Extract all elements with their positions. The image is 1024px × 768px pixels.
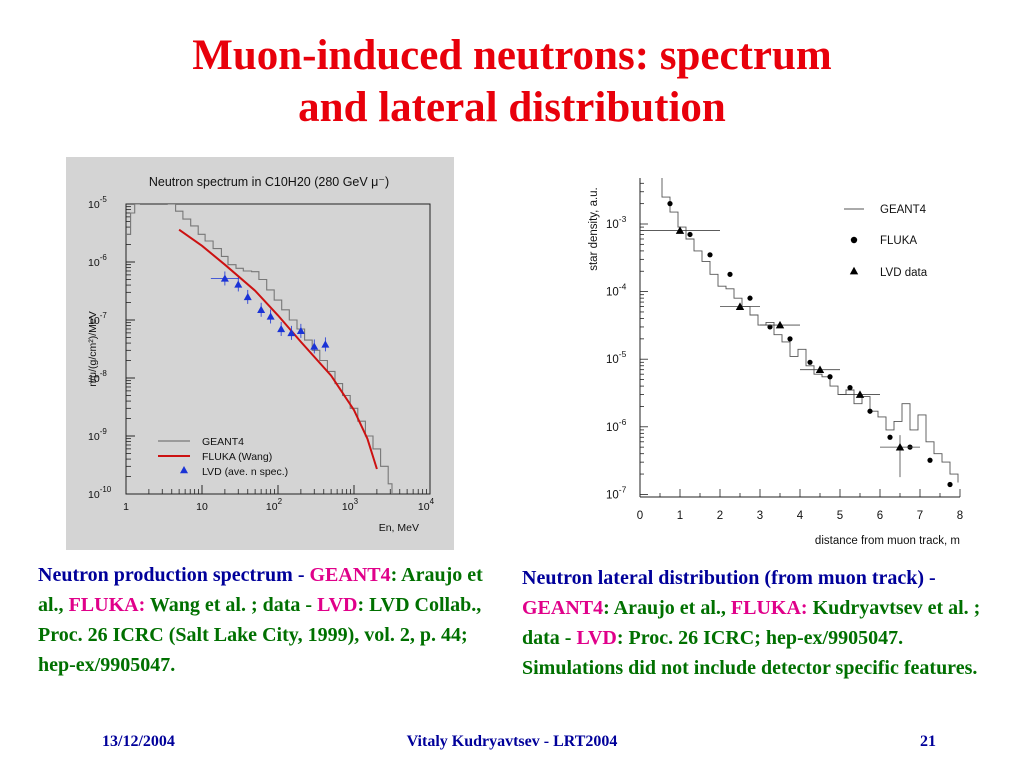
lvd-data-point (775, 320, 785, 329)
lvd-data-point (296, 326, 305, 335)
legend-label: FLUKA (880, 235, 917, 247)
fluka-data-point (707, 252, 713, 258)
chart-legend: GEANT4 FLUKA (Wang) LVD (ave. n spec.) (158, 436, 288, 478)
x-tick-label: 10 (196, 501, 208, 513)
fluka-data-point (927, 457, 933, 463)
y-tick-label: 10-7 (606, 484, 627, 501)
fluka-data-point (747, 295, 753, 301)
geant4-label: GEANT4 (522, 597, 604, 619)
neutron-spectrum-chart: Neutron spectrum in C10H20 (280 GeV μ⁻) … (66, 157, 454, 550)
legend-swatch-lvd (180, 466, 188, 474)
x-tick-label: 8 (957, 510, 963, 522)
lvd-data-point (310, 342, 319, 350)
fluka-data-point (827, 374, 833, 380)
fluka-data-point (727, 271, 733, 277)
x-tick-label: 5 (837, 510, 843, 522)
geant4-reference: : Araujo et al., (38, 564, 483, 616)
lvd-data-point (243, 292, 252, 301)
left-caption: Neutron production spectrum - GEANT4: Ar… (38, 560, 496, 680)
y-tick-label: 10-3 (606, 214, 627, 231)
lateral-distribution-chart: 0 1 2 3 4 5 6 7 8 10-3 10-4 10-5 10-6 10-7 star densi… (588, 178, 963, 547)
geant4-histogram (661, 178, 959, 483)
footer-author: Vitaly Kudryavtsev - LRT2004 (406, 733, 618, 750)
caption-intro: Neutron production spectrum - (38, 564, 305, 586)
lvd-reference: : Proc. 26 ICRC; hep-ex/9905047. Simulat… (522, 627, 978, 679)
lvd-data-point (234, 280, 243, 288)
lvd-data-point (895, 442, 905, 451)
legend-label: GEANT4 (880, 204, 927, 216)
fluka-data-point (667, 201, 673, 207)
lvd-data-point (287, 328, 296, 337)
x-tick-label: 6 (877, 510, 883, 522)
slide-title-line-1: Muon-induced neutrons: spectrum (192, 32, 832, 79)
chart-title: Neutron spectrum in C10H20 (280 GeV μ⁻) (149, 175, 389, 189)
x-tick-label: 7 (917, 510, 923, 522)
lvd-data-point (321, 340, 330, 348)
lvd-data-point (220, 274, 229, 282)
geant4-reference: : Araujo et al., (603, 597, 731, 619)
series-group (640, 178, 959, 488)
geant4-label: GEANT4 (309, 564, 391, 586)
fluka-reference: Kudryavtsev et al. ; data - (522, 597, 981, 649)
legend-label: LVD (ave. n spec.) (202, 466, 288, 478)
y-tick-label: 10-4 (606, 282, 627, 299)
lvd-data-point (855, 390, 865, 398)
chart-legend: GEANT4 FLUKA LVD data (844, 204, 928, 279)
lvd-data-point (266, 312, 275, 320)
y-tick-label: 10-5 (606, 349, 627, 366)
fluka-data-point (887, 434, 893, 440)
slide-title: Muon-induced neutrons: spectrum and late… (0, 30, 1024, 134)
lvd-data-point (735, 302, 745, 310)
right-caption: Neutron lateral distribution (from muon … (522, 563, 984, 683)
fluka-data-point (807, 359, 813, 365)
legend-label: GEANT4 (202, 436, 244, 448)
lvd-data-point (277, 324, 286, 333)
series-group (126, 204, 393, 494)
legend-label: LVD data (880, 267, 928, 279)
fluka-label: FLUKA: (730, 597, 808, 619)
footer-date: 13/12/2004 (102, 733, 175, 750)
caption-intro: Neutron lateral distribution (from muon … (522, 567, 936, 589)
fluka-data-point (767, 324, 773, 330)
geant4-histogram (126, 204, 393, 494)
x-tick-label: 1 (677, 510, 683, 522)
x-tick-label: 0 (637, 510, 643, 522)
fluka-data-point (687, 231, 693, 238)
lvd-data-point (815, 365, 825, 374)
lvd-label: LVD (317, 594, 358, 616)
y-tick-label: 10-6 (606, 417, 627, 434)
fluka-data-point (867, 408, 873, 414)
fluka-reference: Wang et al. ; data - (145, 594, 318, 616)
legend-swatch-lvd (849, 266, 859, 275)
y-axis-label: n/μ/(g/cm²)/MeV (87, 311, 99, 386)
fluka-label: FLUKA: (68, 594, 146, 616)
lvd-label: LVD (576, 627, 617, 649)
fluka-data-point (947, 481, 953, 488)
footer-page-number: 21 (920, 733, 936, 750)
lvd-data-point (257, 305, 266, 313)
x-tick-label: 3 (757, 510, 763, 522)
legend-swatch-fluka (850, 236, 858, 244)
lvd-reference: : LVD Collab., Proc. 26 ICRC (Salt Lake … (38, 594, 482, 676)
lvd-data-point (675, 226, 685, 234)
fluka-curve (178, 228, 378, 470)
fluka-data-point (787, 336, 793, 342)
y-axis-label: star density, a.u. (588, 187, 600, 271)
legend-label: FLUKA (Wang) (202, 451, 272, 463)
x-tick-label: 4 (797, 510, 804, 522)
x-tick-label: 1 (123, 501, 129, 513)
chart-background (66, 157, 454, 550)
x-tick-label: 2 (717, 510, 723, 522)
x-axis-label: En, MeV (379, 522, 419, 534)
x-axis-label: distance from muon track, m (815, 535, 960, 547)
fluka-data-point (847, 385, 853, 391)
slide-title-line-2: and lateral distribution (298, 84, 726, 131)
